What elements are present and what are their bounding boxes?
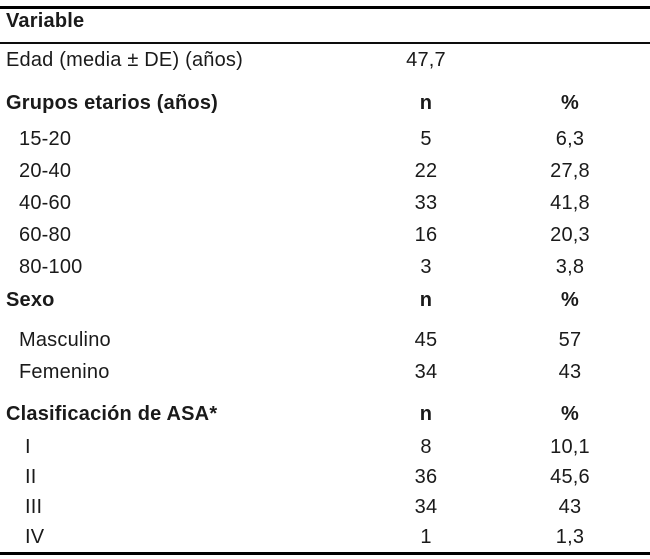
table-row: III 34 43 [0, 492, 650, 522]
row-label: 80-100 [19, 256, 83, 278]
col-header-pct: % [561, 92, 579, 114]
row-pct: 41,8 [550, 192, 590, 214]
table-top-rule [0, 6, 650, 9]
section-title: Grupos etarios (años) [6, 92, 219, 114]
col-header-n: n [419, 92, 433, 114]
table-row: 60-80 16 20,3 [0, 219, 650, 251]
row-label: II [25, 466, 37, 488]
table-title-row: Variable [0, 9, 650, 33]
table-row: Femenino 34 43 [0, 356, 650, 388]
row-label: Masculino [19, 329, 111, 351]
section-title: Sexo [6, 289, 55, 311]
row-label: Femenino [19, 361, 110, 383]
edad-value: 47,7 [406, 49, 446, 71]
row-n: 3 [420, 256, 432, 278]
row-pct: 6,3 [555, 128, 585, 150]
row-n: 36 [414, 466, 438, 488]
row-label: III [25, 496, 43, 518]
row-pct: 3,8 [555, 256, 585, 278]
section-header-grupos-etarios: Grupos etarios (años) n % [0, 87, 650, 119]
col-header-n: n [419, 289, 433, 311]
section-title: Clasificación de ASA* [6, 403, 218, 425]
row-label: 20-40 [19, 160, 72, 182]
row-pct: 43 [558, 496, 582, 518]
col-header-n: n [419, 403, 433, 425]
row-pct: 10,1 [550, 436, 590, 458]
table-row: II 36 45,6 [0, 462, 650, 492]
row-n: 22 [414, 160, 438, 182]
row-n: 16 [414, 224, 438, 246]
row-n: 34 [414, 496, 438, 518]
table-row: I 8 10,1 [0, 432, 650, 462]
edad-row: Edad (media ± DE) (años) 47,7 [0, 44, 650, 76]
row-pct: 45,6 [550, 466, 590, 488]
table-row: 15-20 5 6,3 [0, 123, 650, 155]
table-row: 20-40 22 27,8 [0, 155, 650, 187]
row-pct: 27,8 [550, 160, 590, 182]
row-n: 5 [420, 128, 432, 150]
row-label: 40-60 [19, 192, 72, 214]
section-header-sexo: Sexo n % [0, 284, 650, 316]
row-pct: 20,3 [550, 224, 590, 246]
table-row: 80-100 3 3,8 [0, 251, 650, 283]
table-title: Variable [6, 10, 85, 32]
row-n: 33 [414, 192, 438, 214]
row-n: 34 [414, 361, 438, 383]
row-label: I [25, 436, 31, 458]
table-row: Masculino 45 57 [0, 324, 650, 356]
row-n: 1 [420, 526, 432, 548]
row-label: 60-80 [19, 224, 72, 246]
row-n: 8 [420, 436, 432, 458]
row-pct: 57 [558, 329, 582, 351]
row-label: IV [25, 526, 45, 548]
edad-label: Edad (media ± DE) (años) [6, 49, 243, 71]
table-row: IV 1 1,3 [0, 522, 650, 552]
section-header-clasificacion-asa: Clasificación de ASA* n % [0, 398, 650, 430]
col-header-pct: % [561, 403, 579, 425]
row-pct: 1,3 [555, 526, 585, 548]
col-header-pct: % [561, 289, 579, 311]
table-bottom-rule [0, 552, 650, 555]
table-header-rule [0, 42, 650, 44]
row-label: 15-20 [19, 128, 72, 150]
row-n: 45 [414, 329, 438, 351]
table-row: 40-60 33 41,8 [0, 187, 650, 219]
row-pct: 43 [558, 361, 582, 383]
